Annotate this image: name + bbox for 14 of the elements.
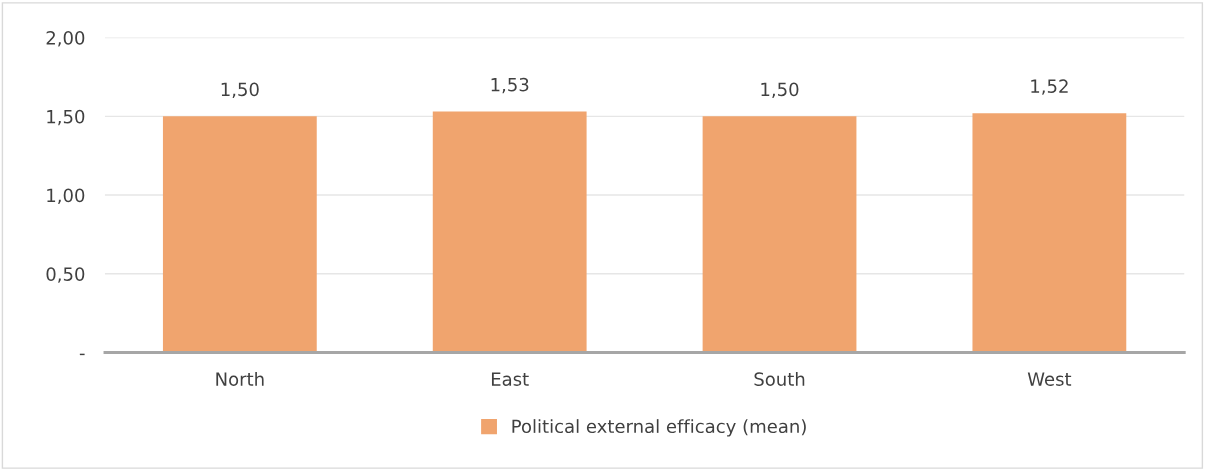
data-label: 1,53 [491, 77, 529, 94]
y-tick-label: 0,50 [46, 267, 85, 283]
y-tick-label: - [79, 353, 85, 356]
x-tick-label: East [491, 372, 529, 386]
data-label: 1,50 [221, 82, 259, 98]
data-label: 1,50 [761, 82, 799, 98]
x-tick-label: South [754, 371, 805, 386]
data-label: 1,52 [1031, 79, 1068, 95]
x-tick-label: North [216, 371, 264, 386]
x-tick-label: West [1027, 372, 1072, 386]
y-tick-label: 2,00 [46, 31, 85, 47]
y-tick-label: 1,50 [47, 109, 85, 126]
legend-label: Political external efficacy (mean) [512, 419, 806, 437]
y-tick-label: 1,00 [47, 188, 85, 205]
